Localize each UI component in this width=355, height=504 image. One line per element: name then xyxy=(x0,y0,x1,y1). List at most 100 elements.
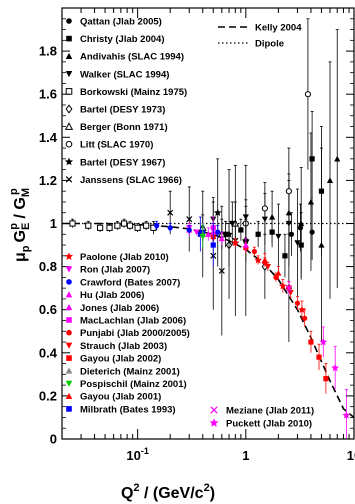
data-point-litt-slac-1970 xyxy=(304,91,312,98)
legend-marker xyxy=(65,291,73,298)
data-point-crawford-bates-2007 xyxy=(154,223,160,229)
data-point-christy-jlab-2004 xyxy=(298,242,304,248)
data-point-borkowski-mainz-1975 xyxy=(69,220,76,227)
legend-label: Andivahis (SLAC 1994) xyxy=(80,52,184,63)
legend-bottom: Paolone (Jlab 2010) Ron (Jlab 2007)Crawfo… xyxy=(64,252,190,415)
legend-marker xyxy=(209,418,219,427)
legend-label: Christy (Jlab 2004) xyxy=(80,34,164,45)
legend-label: Gayou (Jlab 2001) xyxy=(80,392,161,403)
data-point-punjabi-jlab-2000-2005 xyxy=(302,315,308,321)
legend-marker xyxy=(210,406,218,414)
data-point-christy-jlab-2004 xyxy=(269,229,275,235)
data-point-paolone-jlab-2010 xyxy=(254,256,263,264)
legend-marker xyxy=(65,304,73,311)
data-point-litt-slac-1970 xyxy=(285,188,292,195)
y-tick-label: 0.2 xyxy=(39,388,57,403)
legend-label: Walker (SLAC 1994) xyxy=(80,69,169,80)
legend-label: Berger (Bonn 1971) xyxy=(80,122,168,133)
data-point-puckett-jlab-2010 xyxy=(342,411,351,419)
legend-label: Dieterich (Mainz 2001) xyxy=(80,366,180,377)
legend-marker xyxy=(65,71,73,78)
legend-label: Kelly 2004 xyxy=(255,23,302,34)
data-point-qattan-jlab-2005 xyxy=(309,229,315,235)
data-point-pospischil-mainz-2001 xyxy=(199,233,206,240)
legend-label: Strauch (Jlab 2003) xyxy=(80,341,167,352)
data-point-crawford-bates-2007 xyxy=(167,225,173,231)
data-point-qattan-jlab-2005 xyxy=(297,225,304,231)
legends: Qattan (Jlab 2005) Christy (Jlab 2004) And… xyxy=(64,17,314,430)
data-point-christy-jlab-2004 xyxy=(318,188,325,194)
y-tick-label: 1.6 xyxy=(39,87,57,102)
data-point-punjabi-jlab-2000-2005 xyxy=(294,300,301,306)
legend-label: Paolone (Jlab 2010) xyxy=(80,252,169,263)
legend-label: Ron (Jlab 2007) xyxy=(80,265,150,276)
data-point-punjabi-jlab-2000-2005 xyxy=(251,248,257,255)
data-point-qattan-jlab-2005 xyxy=(288,231,295,237)
data-point-christy-jlab-2004 xyxy=(309,156,315,162)
legend-label: Bartel (DESY 1973) xyxy=(80,105,165,116)
data-point-milbrath-bates-1993 xyxy=(210,242,216,248)
data-point-ron-jlab-2007 xyxy=(193,229,200,236)
legend-marker xyxy=(66,406,72,412)
data-point-christy-jlab-2004 xyxy=(222,231,229,237)
data-point-borkowski-mainz-1975 xyxy=(126,222,134,229)
legend-label: Punjabi (Jlab 2000/2005) xyxy=(80,328,190,339)
data-point-borkowski-mainz-1975 xyxy=(134,224,141,231)
data-point-borkowski-mainz-1975 xyxy=(121,220,128,227)
data-point-walker-slac-1994 xyxy=(294,240,301,246)
data-point-paolone-jlab-2010 xyxy=(231,238,240,247)
data-point-gayou-jlab-2002 xyxy=(316,354,322,360)
legend-label: Litt (SLAC 1970) xyxy=(80,140,153,151)
y-tick-label: 1.2 xyxy=(39,173,57,188)
data-point-jones-jlab-2006 xyxy=(205,231,212,237)
legend-label: Puckett (Jlab 2010) xyxy=(226,419,312,430)
legend-label: Gayou (Jlab 2002) xyxy=(80,354,161,365)
legend-marker xyxy=(64,252,74,260)
data-point-borkowski-mainz-1975 xyxy=(143,222,150,229)
legend-marker xyxy=(66,355,72,361)
x-tick-label: 10-1 xyxy=(126,446,148,463)
data-point-meziane-jlab-2011 xyxy=(285,285,292,292)
data-point-crawford-bates-2007 xyxy=(186,227,192,233)
data-point-janssens-slac-1966 xyxy=(167,209,174,216)
data-point-gayou-jlab-2001 xyxy=(261,257,268,263)
data-point-christy-jlab-2004 xyxy=(255,231,261,237)
legend-marker xyxy=(65,52,73,59)
plot-area xyxy=(62,18,355,439)
y-tick-label: 1 xyxy=(50,216,57,231)
y-tick-label: 0.8 xyxy=(39,259,57,274)
legend-marker xyxy=(66,35,72,42)
data-point-puckett-jlab-2010 xyxy=(319,337,328,346)
y-tick-label: 1.4 xyxy=(39,130,58,145)
data-point-borkowski-mainz-1975 xyxy=(106,224,113,231)
data-point-puckett-jlab-2010 xyxy=(331,363,340,372)
legend-marker xyxy=(65,140,73,148)
data-point-andivahis-slac-1994 xyxy=(334,155,341,162)
data-point-janssens-slac-1966 xyxy=(186,216,193,223)
data-point-hu-jlab-2006 xyxy=(242,241,249,248)
y-tick-label: 0 xyxy=(50,432,57,447)
legend-label: Borkowski (Mainz 1975) xyxy=(80,87,187,98)
y-tick-label: 0.4 xyxy=(39,345,58,360)
legend-marker xyxy=(65,392,73,399)
data-point-christy-jlab-2004 xyxy=(238,227,244,233)
data-point-crawford-bates-2007 xyxy=(215,229,221,235)
legend-marker xyxy=(65,380,73,387)
legend-marker xyxy=(66,317,72,323)
legend-label: Crawford (Bates 2007) xyxy=(80,277,180,288)
data-point-andivahis-slac-1994 xyxy=(326,177,334,183)
data-point-bartel-desy-1967 xyxy=(225,230,233,238)
data-point-borkowski-mainz-1975 xyxy=(85,222,92,229)
y-axis-title: μpGEp / GMp xyxy=(8,188,32,262)
legend-label: Janssens (SLAC 1966) xyxy=(80,175,182,186)
legend-top: Qattan (Jlab 2005) Christy (Jlab 2004) And… xyxy=(64,17,187,186)
legend-label: Hu (Jlab 2006) xyxy=(80,290,144,301)
data-point-bartel-desy-1967 xyxy=(213,208,222,217)
legend-lines: Kelly 2004 Dipole xyxy=(218,23,302,50)
legend-label: Milbrath (Bates 1993) xyxy=(80,404,176,415)
legend-marker xyxy=(65,88,73,95)
data-point-paolone-jlab-2010 xyxy=(298,305,306,314)
y-tick-label: 0.6 xyxy=(39,302,57,317)
